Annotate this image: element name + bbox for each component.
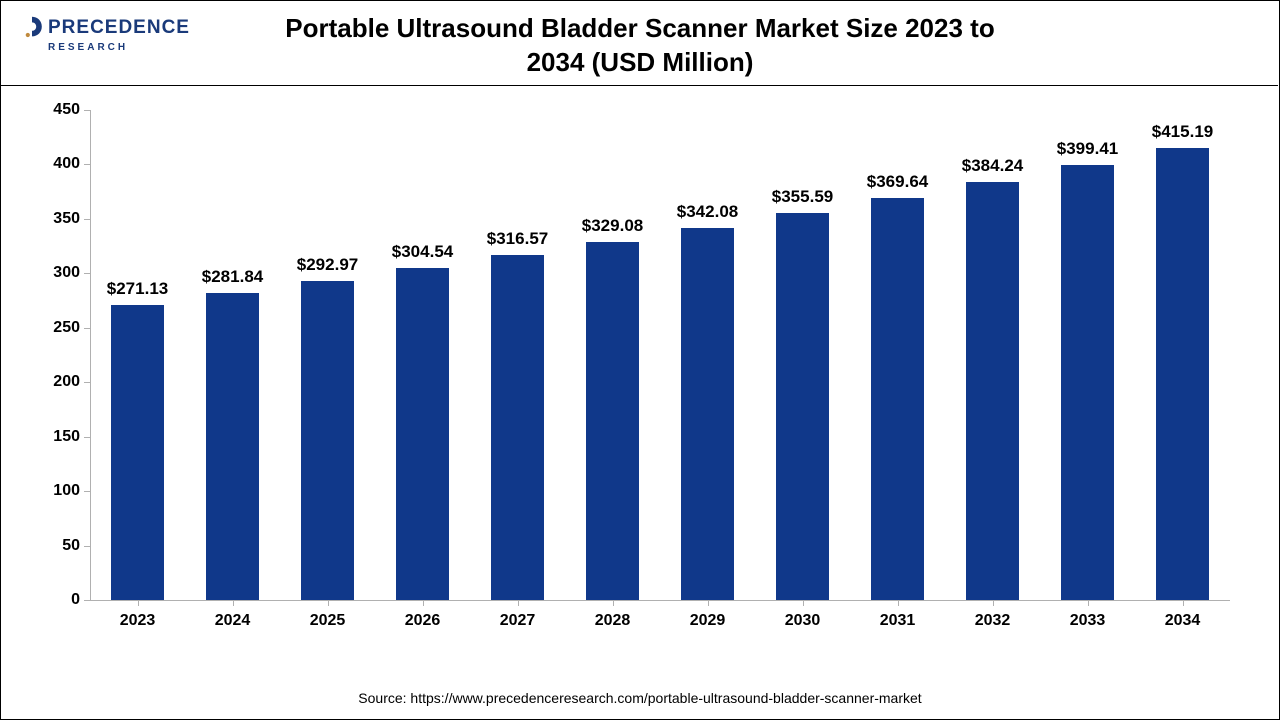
bar-value-label: $281.84 bbox=[202, 267, 263, 287]
title-line-1: Portable Ultrasound Bladder Scanner Mark… bbox=[285, 13, 994, 43]
bar-value-label: $415.19 bbox=[1152, 122, 1213, 142]
y-tick-mark bbox=[84, 600, 90, 601]
bar bbox=[491, 255, 543, 600]
bar-value-label: $304.54 bbox=[392, 242, 453, 262]
bar-value-label: $384.24 bbox=[962, 156, 1023, 176]
x-tick-mark bbox=[518, 600, 519, 606]
bar bbox=[871, 198, 923, 600]
x-tick-label: 2031 bbox=[880, 612, 916, 630]
bar bbox=[1156, 148, 1208, 600]
x-tick-mark bbox=[993, 600, 994, 606]
x-tick-mark bbox=[423, 600, 424, 606]
bar bbox=[206, 293, 258, 600]
bar-value-label: $271.13 bbox=[107, 279, 168, 299]
x-tick-label: 2024 bbox=[215, 612, 251, 630]
x-tick-mark bbox=[803, 600, 804, 606]
y-tick-label: 200 bbox=[53, 373, 80, 391]
y-tick-mark bbox=[84, 546, 90, 547]
x-tick-mark bbox=[708, 600, 709, 606]
bar bbox=[681, 228, 733, 600]
x-tick-label: 2029 bbox=[690, 612, 726, 630]
y-tick-mark bbox=[84, 382, 90, 383]
y-tick-mark bbox=[84, 328, 90, 329]
bar bbox=[776, 213, 828, 600]
x-axis-line bbox=[90, 600, 1230, 601]
y-tick-label: 400 bbox=[53, 155, 80, 173]
bar-value-label: $316.57 bbox=[487, 229, 548, 249]
x-tick-mark bbox=[1183, 600, 1184, 606]
chart-title: Portable Ultrasound Bladder Scanner Mark… bbox=[0, 12, 1280, 80]
x-tick-label: 2025 bbox=[310, 612, 346, 630]
y-tick-mark bbox=[84, 273, 90, 274]
y-tick-mark bbox=[84, 219, 90, 220]
y-tick-label: 300 bbox=[53, 264, 80, 282]
title-line-2: 2034 (USD Million) bbox=[527, 47, 754, 77]
bar bbox=[301, 281, 353, 600]
y-tick-label: 150 bbox=[53, 428, 80, 446]
y-axis-line bbox=[90, 110, 91, 600]
x-tick-label: 2026 bbox=[405, 612, 441, 630]
bar-value-label: $342.08 bbox=[677, 202, 738, 222]
bar bbox=[586, 242, 638, 600]
x-tick-mark bbox=[613, 600, 614, 606]
x-tick-mark bbox=[138, 600, 139, 606]
bar-value-label: $369.64 bbox=[867, 172, 928, 192]
y-tick-mark bbox=[84, 437, 90, 438]
x-tick-label: 2033 bbox=[1070, 612, 1106, 630]
y-tick-mark bbox=[84, 164, 90, 165]
x-tick-label: 2028 bbox=[595, 612, 631, 630]
bar bbox=[966, 182, 1018, 600]
bar bbox=[396, 268, 448, 600]
x-tick-label: 2032 bbox=[975, 612, 1011, 630]
y-tick-label: 250 bbox=[53, 319, 80, 337]
y-tick-label: 450 bbox=[53, 101, 80, 119]
bar bbox=[111, 305, 163, 600]
y-tick-label: 350 bbox=[53, 210, 80, 228]
y-tick-label: 50 bbox=[62, 537, 80, 555]
x-tick-mark bbox=[1088, 600, 1089, 606]
y-tick-label: 0 bbox=[71, 591, 80, 609]
y-tick-label: 100 bbox=[53, 482, 80, 500]
bar-value-label: $292.97 bbox=[297, 255, 358, 275]
x-tick-mark bbox=[233, 600, 234, 606]
header-section: PRECEDENCE RESEARCH Portable Ultrasound … bbox=[0, 0, 1278, 86]
bar-value-label: $355.59 bbox=[772, 187, 833, 207]
source-citation: Source: https://www.precedenceresearch.c… bbox=[0, 690, 1280, 706]
bar-value-label: $399.41 bbox=[1057, 139, 1118, 159]
x-tick-label: 2034 bbox=[1165, 612, 1201, 630]
bar-value-label: $329.08 bbox=[582, 216, 643, 236]
chart-plot-area: 050100150200250300350400450$271.132023$2… bbox=[90, 110, 1230, 630]
y-tick-mark bbox=[84, 491, 90, 492]
x-tick-mark bbox=[328, 600, 329, 606]
x-tick-label: 2027 bbox=[500, 612, 536, 630]
bar bbox=[1061, 165, 1113, 600]
x-tick-label: 2023 bbox=[120, 612, 156, 630]
x-tick-mark bbox=[898, 600, 899, 606]
x-tick-label: 2030 bbox=[785, 612, 821, 630]
y-tick-mark bbox=[84, 110, 90, 111]
